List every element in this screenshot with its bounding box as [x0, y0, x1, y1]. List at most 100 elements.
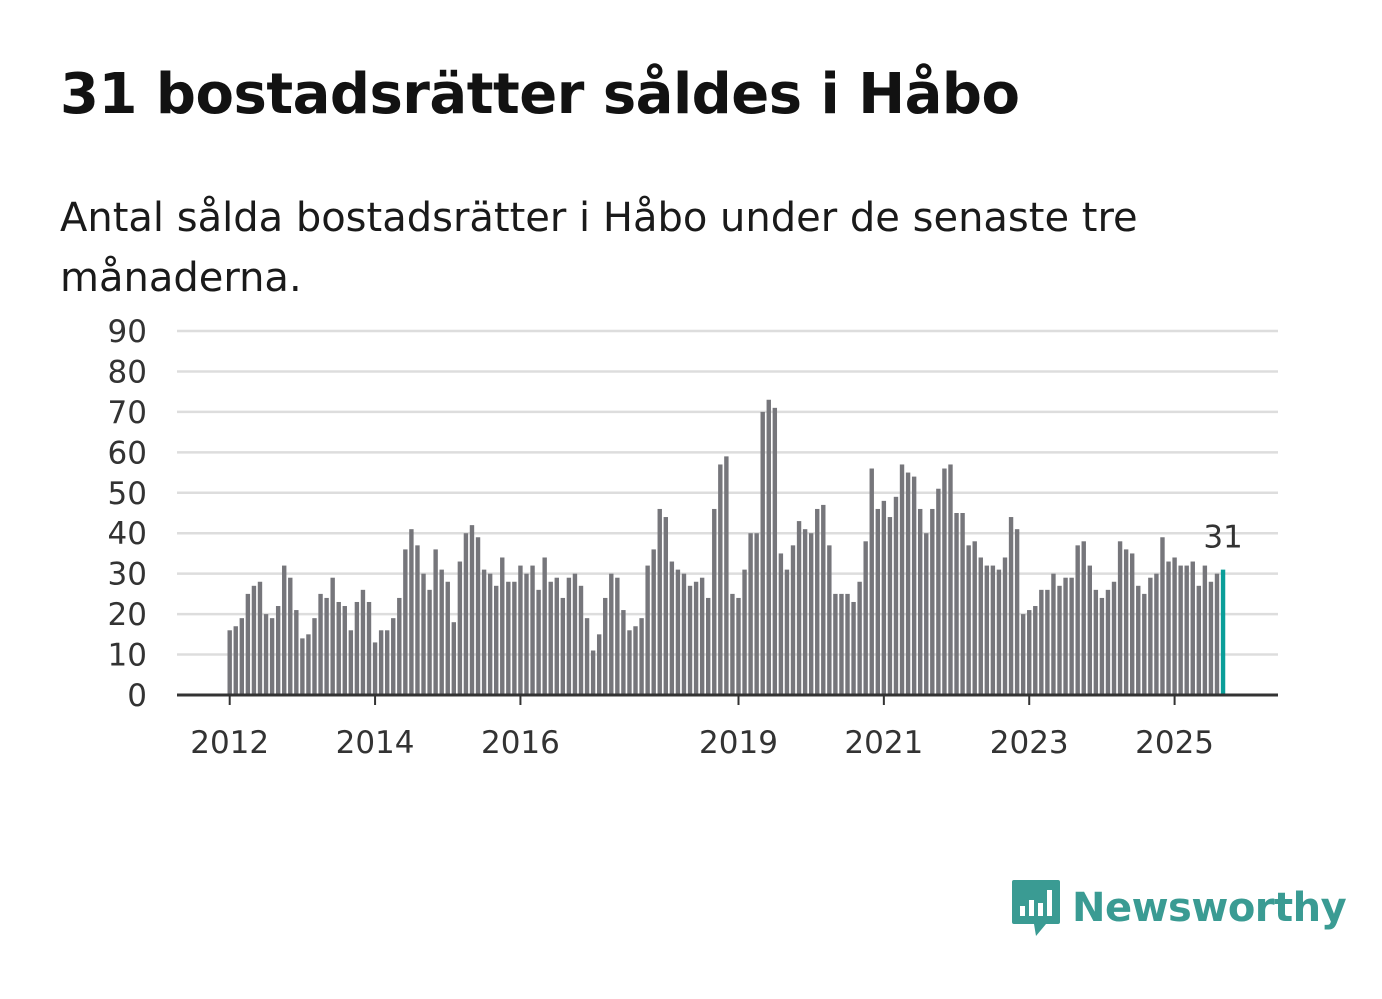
- bar: [881, 500, 887, 695]
- bar-latest: [1220, 569, 1226, 695]
- newsworthy-logo[interactable]: Newsworthy: [1010, 878, 1347, 938]
- bar: [948, 464, 953, 695]
- x-tick-label: 2023: [990, 725, 1069, 761]
- bar: [996, 569, 1002, 695]
- bar: [403, 549, 408, 695]
- x-tick-label: 2016: [481, 725, 560, 761]
- bar: [851, 601, 856, 695]
- bar: [475, 537, 481, 695]
- bar: [1202, 565, 1208, 695]
- bar: [1057, 585, 1062, 695]
- bar: [1051, 573, 1056, 695]
- bar: [693, 581, 699, 695]
- bar: [724, 456, 729, 695]
- bar: [869, 468, 874, 695]
- bar: [669, 561, 675, 695]
- bar: [294, 610, 299, 695]
- bar: [681, 573, 687, 695]
- bar: [893, 496, 899, 695]
- bar: [506, 581, 511, 695]
- bar: [360, 589, 366, 695]
- y-tick-label: 70: [108, 395, 147, 431]
- bar: [699, 577, 705, 695]
- bar: [736, 597, 741, 695]
- x-tick-label: 2012: [190, 725, 269, 761]
- bar: [1093, 589, 1099, 695]
- bar: [560, 597, 566, 695]
- bar: [584, 618, 590, 695]
- bar: [275, 606, 281, 695]
- bar: [645, 565, 650, 695]
- bar: [930, 508, 935, 695]
- bar: [336, 601, 341, 695]
- bar: [421, 573, 426, 695]
- bar: [251, 585, 257, 695]
- bar: [1129, 553, 1135, 695]
- bar: [621, 610, 626, 695]
- y-tick-label: 10: [108, 638, 147, 674]
- bar: [397, 597, 402, 695]
- bar: [760, 411, 765, 695]
- y-axis-labels: 0 10 20 30 40 50 60 70 80 90: [108, 314, 147, 714]
- x-axis-ticks: 2012 2014 2016 2019 2021 2023 2025: [190, 695, 1214, 761]
- bar: [578, 585, 584, 695]
- bar: [1148, 577, 1153, 695]
- bar: [263, 614, 269, 695]
- bar: [954, 513, 959, 695]
- bar: [518, 565, 523, 695]
- y-tick-label: 90: [108, 314, 147, 350]
- bar: [1184, 565, 1189, 695]
- bar: [990, 565, 996, 695]
- last-value-label: 31: [1203, 520, 1242, 556]
- bar: [239, 618, 245, 695]
- bar: [1014, 529, 1020, 695]
- bar: [972, 541, 977, 695]
- bar: [742, 569, 747, 695]
- bar: [384, 630, 390, 695]
- bar: [936, 488, 941, 695]
- bar: [494, 585, 499, 695]
- chart-title: 31 bostadsrätter såldes i Håbo: [60, 62, 1020, 127]
- bar: [984, 565, 990, 695]
- bar: [1033, 606, 1038, 695]
- bar: [802, 529, 808, 695]
- bar: [1178, 565, 1183, 695]
- bar: [1039, 589, 1044, 695]
- x-tick-label: 2014: [336, 725, 415, 761]
- x-tick-label: 2021: [844, 725, 923, 761]
- bar: [875, 508, 880, 695]
- bar: [378, 630, 384, 695]
- bar: [306, 634, 311, 695]
- bar: [1190, 561, 1195, 695]
- bar: [1208, 581, 1214, 695]
- bar: [675, 569, 681, 695]
- bar: [1027, 610, 1032, 695]
- chart-subtitle: Antal sålda bostadsrätter i Håbo under d…: [60, 195, 1138, 301]
- bar: [590, 650, 596, 695]
- y-tick-label: 40: [108, 516, 147, 552]
- bar: [1136, 585, 1141, 695]
- bar: [863, 541, 868, 695]
- bar: [342, 606, 347, 695]
- bar: [966, 545, 971, 695]
- bar: [572, 573, 578, 695]
- bar: [566, 577, 572, 695]
- bar: [960, 513, 965, 695]
- bar: [500, 557, 505, 695]
- bar: [487, 573, 493, 695]
- bar: [815, 508, 820, 695]
- bar: [784, 569, 790, 695]
- y-tick-label: 80: [108, 354, 147, 390]
- bar: [1075, 545, 1080, 695]
- bar: [524, 573, 529, 695]
- y-tick-label: 0: [127, 678, 147, 714]
- bar: [899, 464, 905, 695]
- bar: [233, 626, 238, 695]
- bar: [512, 581, 517, 695]
- bar: [911, 476, 917, 695]
- bar: [457, 561, 463, 695]
- bar: [706, 597, 711, 695]
- bar: [354, 601, 360, 695]
- bar: [772, 407, 778, 695]
- bar: [796, 521, 802, 695]
